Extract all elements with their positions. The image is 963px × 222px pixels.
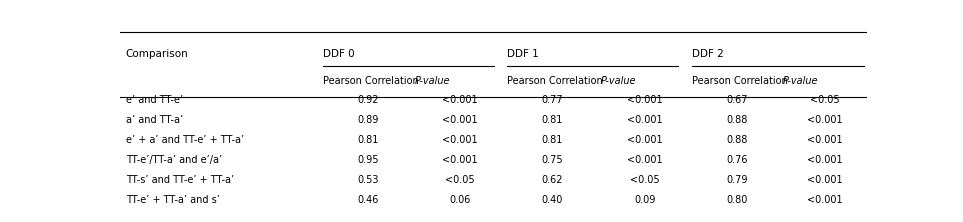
Text: 0.79: 0.79 [726,175,747,185]
Text: <0.001: <0.001 [442,135,478,145]
Text: 0.81: 0.81 [541,135,562,145]
Text: Comparison: Comparison [125,49,189,59]
Text: <0.001: <0.001 [627,135,663,145]
Text: 0.46: 0.46 [357,195,378,205]
Text: 0.89: 0.89 [357,115,378,125]
Text: 0.62: 0.62 [541,175,562,185]
Text: <0.001: <0.001 [442,115,478,125]
Text: 0.76: 0.76 [726,155,747,165]
Text: TT-e’/TT-a’ and e’/a’: TT-e’/TT-a’ and e’/a’ [125,155,221,165]
Text: 0.75: 0.75 [541,155,562,165]
Text: 0.95: 0.95 [357,155,378,165]
Text: e’ + a’ and TT-e’ + TT-a’: e’ + a’ and TT-e’ + TT-a’ [125,135,244,145]
Text: 0.88: 0.88 [726,115,747,125]
Text: <0.001: <0.001 [627,95,663,105]
Text: 0.80: 0.80 [726,195,747,205]
Text: 0.40: 0.40 [541,195,562,205]
Text: <0.05: <0.05 [630,175,660,185]
Text: 0.77: 0.77 [541,95,562,105]
Text: <0.001: <0.001 [807,115,843,125]
Text: <0.001: <0.001 [807,175,843,185]
Text: TT-s’ and TT-e’ + TT-a’: TT-s’ and TT-e’ + TT-a’ [125,175,234,185]
Text: e’ and TT-e’: e’ and TT-e’ [125,95,183,105]
Text: <0.05: <0.05 [810,95,840,105]
Text: P-value: P-value [783,76,819,86]
Text: <0.001: <0.001 [627,155,663,165]
Text: 0.81: 0.81 [357,135,378,145]
Text: TT-e’ + TT-a’ and s’: TT-e’ + TT-a’ and s’ [125,195,220,205]
Text: P-value: P-value [415,76,451,86]
Text: 0.53: 0.53 [357,175,378,185]
Text: DDF 0: DDF 0 [324,49,355,59]
Text: <0.001: <0.001 [442,155,478,165]
Text: <0.001: <0.001 [807,135,843,145]
Text: 0.88: 0.88 [726,135,747,145]
Text: Pearson Correlation: Pearson Correlation [324,76,419,86]
Text: DDF 2: DDF 2 [692,49,724,59]
Text: DDF 1: DDF 1 [507,49,538,59]
Text: 0.92: 0.92 [357,95,378,105]
Text: P-value: P-value [600,76,636,86]
Text: 0.06: 0.06 [450,195,471,205]
Text: <0.001: <0.001 [442,95,478,105]
Text: 0.81: 0.81 [541,115,562,125]
Text: Pearson Correlation: Pearson Correlation [692,76,788,86]
Text: <0.001: <0.001 [627,115,663,125]
Text: <0.05: <0.05 [445,175,475,185]
Text: a’ and TT-a’: a’ and TT-a’ [125,115,183,125]
Text: Pearson Correlation: Pearson Correlation [507,76,603,86]
Text: <0.001: <0.001 [807,195,843,205]
Text: <0.001: <0.001 [807,155,843,165]
Text: 0.09: 0.09 [635,195,656,205]
Text: 0.67: 0.67 [726,95,747,105]
